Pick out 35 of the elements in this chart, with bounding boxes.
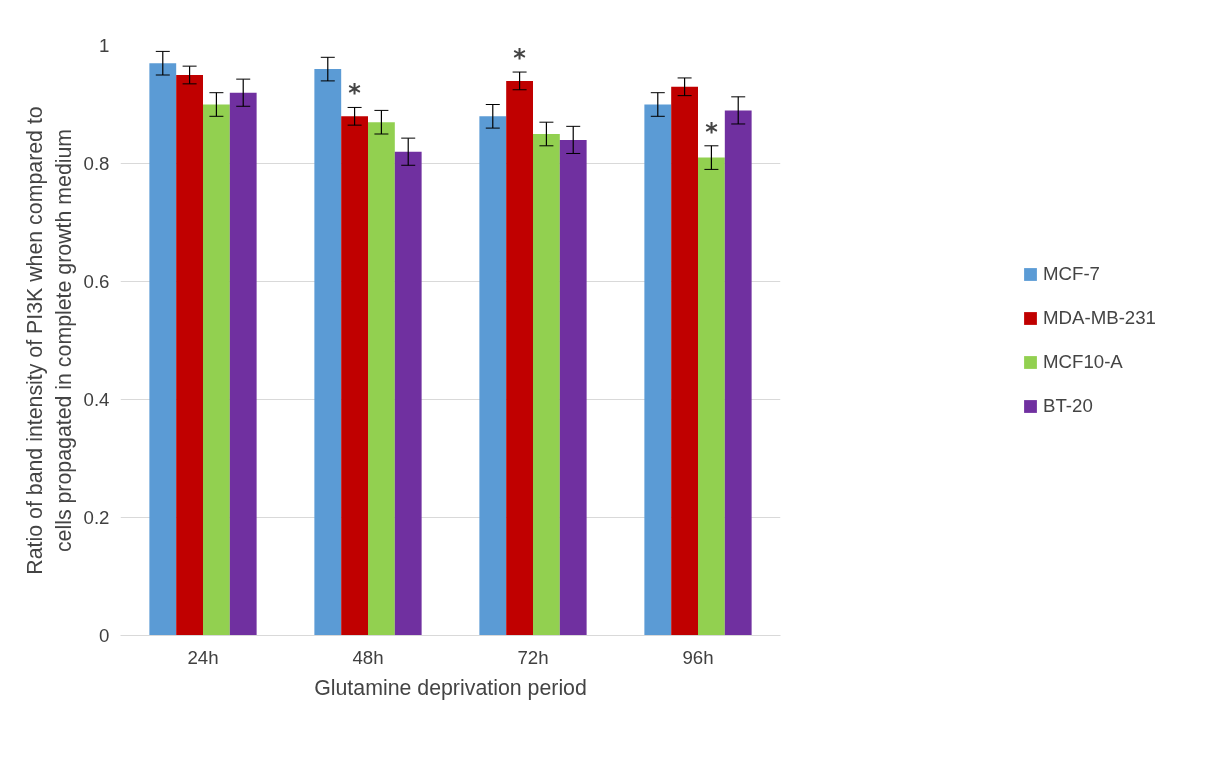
bar [698,157,725,636]
bar [559,139,587,636]
y-tick-label: 0.2 [83,507,110,528]
x-tick-label: 96h [682,646,714,668]
legend-label: MCF10-A [1043,351,1123,373]
bar [368,122,395,636]
x-tick-label: 72h [517,646,549,668]
bar [341,116,368,636]
bar [394,151,422,636]
bar [203,104,230,636]
bar [176,75,203,636]
bar [149,63,177,636]
y-tick-label: 0.6 [83,271,110,292]
bar [479,116,507,636]
bar [506,80,533,636]
y-tick-label: 0.8 [83,153,110,174]
y-tick-label: 0.4 [83,389,110,410]
annotation: * [705,117,719,146]
annotation: * [513,44,527,73]
x-tick-label: 48h [352,646,384,668]
bar [724,110,752,636]
legend-label: BT-20 [1043,395,1093,417]
bar [671,86,698,636]
bar [314,69,342,636]
bar [533,134,560,636]
legend-label: MCF-7 [1043,263,1100,285]
y-axis-title: Ratio of band intensity of PI3K when compared to cells propagated in complete growth medium [22,106,76,575]
x-axis-title: Glutamine deprivation period [314,675,587,700]
x-tick-label: 24h [187,646,219,668]
annotation: * [348,79,362,108]
y-tick-label: 1 [99,35,110,56]
bar [644,104,672,636]
bar [229,92,257,636]
legend-label: MDA-MB-231 [1043,307,1156,329]
y-tick-label: 0 [99,625,110,646]
